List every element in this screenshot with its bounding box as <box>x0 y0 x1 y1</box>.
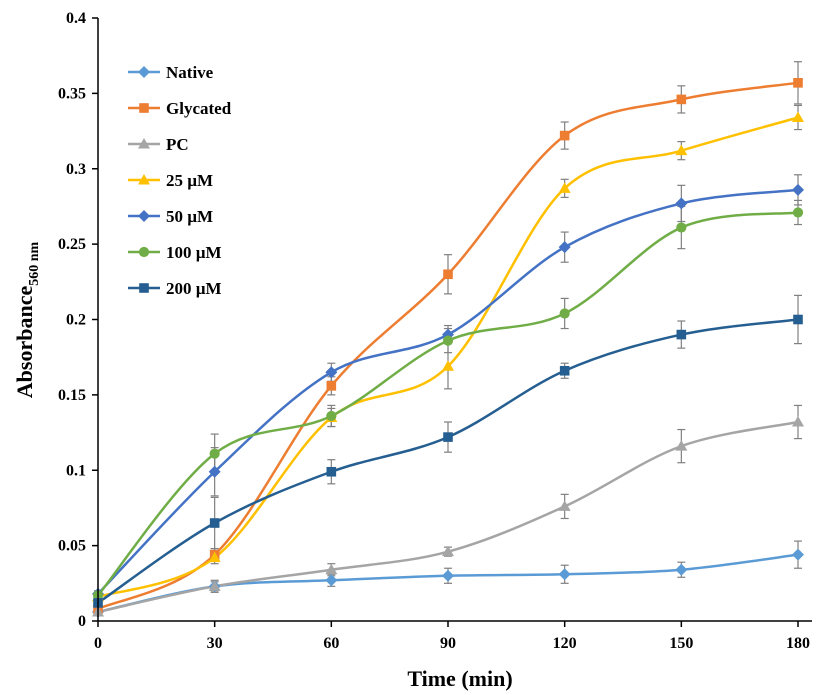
x-axis-title: Time (min) <box>407 666 512 691</box>
data-point-glycated <box>443 269 453 280</box>
data-point-100-m <box>442 335 454 346</box>
data-point-native <box>325 574 338 587</box>
legend-marker <box>138 174 150 185</box>
x-tick-label: 0 <box>94 635 102 652</box>
legend-label: 50 µM <box>166 207 213 226</box>
data-point-native <box>558 568 571 581</box>
x-tick-label: 180 <box>786 635 810 652</box>
data-point-100-m <box>209 448 220 459</box>
legend-marker <box>139 283 149 293</box>
y-tick-label: 0.4 <box>66 10 86 27</box>
legend-item-native: Native <box>128 63 214 82</box>
data-point-pc <box>675 440 688 451</box>
x-tick-label: 30 <box>207 635 223 652</box>
y-axis-title-subscript: 560 nm <box>27 241 42 285</box>
data-point-pc <box>208 580 221 591</box>
data-point-glycated <box>676 94 687 105</box>
x-tick-label: 120 <box>553 635 577 652</box>
data-point-pc <box>558 500 571 511</box>
data-point-pc <box>792 416 804 427</box>
x-tick-label: 60 <box>323 635 339 652</box>
data-point-200-m <box>793 314 803 325</box>
legend: Native Glycated PC 25 µM 50 µM 100 µM 200 µM <box>128 63 232 298</box>
y-tick-label: 0.2 <box>66 312 86 329</box>
data-point-200-m <box>209 518 220 528</box>
data-point-glycated <box>793 78 803 88</box>
data-point-pc <box>442 545 454 557</box>
legend-item-glycated: Glycated <box>128 99 232 118</box>
legend-label: Glycated <box>166 99 232 118</box>
legend-label: 200 µM <box>166 279 222 298</box>
y-tick-label: 0 <box>78 613 86 630</box>
y-tick-label: 0.3 <box>66 161 86 178</box>
data-point-50-m <box>558 241 571 254</box>
data-point-200-m <box>676 329 687 340</box>
y-tick-label: 0.05 <box>58 538 86 555</box>
legend-marker <box>138 138 150 149</box>
legend-marker <box>138 210 150 222</box>
y-tick-label: 0.25 <box>58 236 86 253</box>
data-point-native <box>675 563 688 576</box>
data-point-25-m <box>675 144 688 156</box>
y-tick-label: 0.35 <box>58 85 86 102</box>
legend-item-pc: PC <box>128 135 189 154</box>
data-point-50-m <box>792 183 804 196</box>
data-point-100-m <box>676 222 687 233</box>
data-point-native <box>442 569 454 582</box>
legend-marker <box>139 103 149 113</box>
data-point-pc <box>325 563 338 575</box>
legend-marker <box>138 66 150 78</box>
legend-label: PC <box>166 135 189 154</box>
legend-item-200-m: 200 µM <box>128 279 222 298</box>
data-point-25-m <box>208 551 221 563</box>
y-axis-title-main: Absorbance <box>12 286 37 399</box>
data-point-25-m <box>792 111 804 122</box>
legend-item-50-m: 50 µM <box>128 207 213 226</box>
y-axis-title: Absorbance560 nm <box>12 241 42 398</box>
data-point-200-m <box>326 466 337 477</box>
x-tick-label: 150 <box>669 635 693 652</box>
y-tick-label: 0.15 <box>58 387 86 404</box>
legend-label: Native <box>166 63 214 82</box>
y-tick-label: 0.1 <box>66 462 86 479</box>
data-point-100-m <box>792 207 804 218</box>
data-point-200-m <box>559 365 570 376</box>
data-point-25-m <box>558 182 571 193</box>
data-point-25-m <box>442 360 454 371</box>
legend-marker <box>138 246 150 258</box>
legend-label: 100 µM <box>166 243 222 262</box>
data-point-glycated <box>559 130 570 141</box>
axes: 0 0.05 0.1 0.15 0.2 0.25 0.3 0.35 0.4 0 30 60 90 120 1… <box>58 10 812 652</box>
data-point-native <box>792 548 804 561</box>
data-point-50-m <box>325 366 338 379</box>
legend-label: 25 µM <box>166 171 213 190</box>
legend-item-100-m: 100 µM <box>128 243 222 262</box>
data-point-100-m <box>559 308 570 319</box>
data-point-50-m <box>208 465 221 478</box>
data-point-200-m <box>443 432 453 442</box>
data-point-glycated <box>326 381 337 391</box>
x-tick-label: 90 <box>440 635 456 652</box>
data-point-100-m <box>326 410 337 422</box>
data-point-50-m <box>675 197 688 210</box>
legend-item-25-m: 25 µM <box>128 171 213 190</box>
